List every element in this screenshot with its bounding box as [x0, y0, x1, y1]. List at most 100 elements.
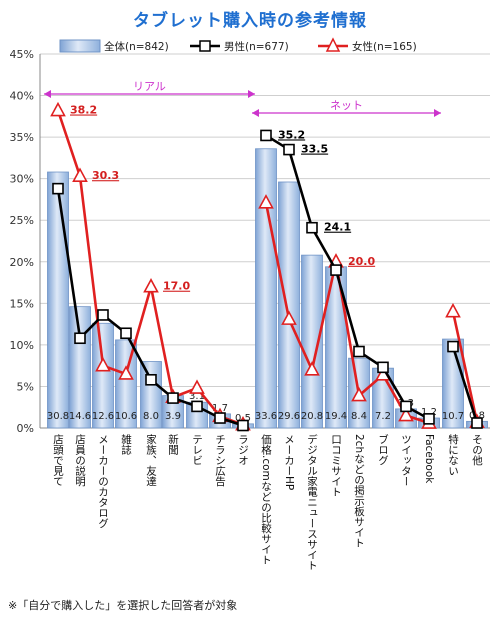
female-point — [258, 194, 274, 209]
bar — [278, 181, 300, 429]
footnote: ※「自分で購入した」を選択した回答者が対象 — [8, 599, 238, 612]
x-category-label: 雑誌 — [120, 433, 132, 456]
bar-value-label: 30.8 — [47, 411, 69, 422]
bar-value-label: 1.2 — [421, 407, 437, 418]
legend-marker-male — [199, 40, 211, 52]
y-tick-label: 15% — [10, 297, 34, 310]
legend-marker-female — [325, 37, 341, 52]
male-point — [167, 392, 179, 404]
group-bracket-arrow — [252, 109, 259, 117]
female-point — [143, 278, 159, 293]
male-point — [260, 129, 272, 142]
y-tick-label: 40% — [10, 90, 34, 103]
group-label: ネット — [330, 99, 363, 112]
male-point — [330, 264, 342, 276]
female-point — [189, 379, 205, 394]
bar-value-label: 7.2 — [375, 411, 391, 422]
bar — [115, 339, 137, 429]
x-category-label: 店頭で見て — [52, 433, 64, 486]
y-tick-label: 45% — [10, 48, 34, 61]
x-category-label: テレビ — [191, 434, 203, 466]
bar-value-label: 19.4 — [325, 411, 347, 422]
male-callout-label: 35.2 — [278, 128, 305, 141]
y-tick-label: 5% — [17, 380, 34, 393]
male-point — [214, 412, 226, 424]
bar-value-label: 14.6 — [69, 411, 91, 422]
female-callout-label: 38.2 — [70, 104, 97, 117]
y-tick-label: 20% — [10, 256, 34, 269]
female-point — [50, 101, 66, 117]
bar — [47, 171, 69, 429]
group-bracket-arrow — [434, 109, 441, 117]
male-point — [400, 400, 412, 413]
legend-label: 全体(n=842) — [104, 40, 169, 53]
male-point — [423, 413, 435, 425]
female-callout-label: 20.0 — [348, 255, 375, 268]
male-point — [353, 345, 365, 358]
bar-value-label: 10.6 — [115, 411, 137, 422]
male-point — [191, 400, 203, 413]
y-tick-label: 25% — [10, 214, 34, 227]
male-callout-label: 24.1 — [324, 221, 351, 234]
x-category-label: 2chなどの掲示板サイト — [353, 434, 365, 548]
x-category-label: Facebook — [423, 434, 435, 484]
y-tick-label: 10% — [10, 339, 34, 352]
x-category-label: 特にない — [447, 434, 459, 476]
bar-value-label: 12.6 — [92, 411, 114, 422]
bar-value-label: 29.6 — [278, 411, 300, 422]
male-callout-label: 33.5 — [301, 143, 328, 156]
legend-label: 男性(n=677) — [224, 40, 289, 53]
male-point — [283, 143, 295, 156]
legend-swatch-bar — [59, 39, 101, 53]
male-point — [120, 327, 132, 340]
x-category-label: チラシ広告 — [214, 434, 226, 487]
male-point — [97, 309, 109, 321]
bar-value-label: 33.6 — [255, 411, 277, 422]
female-callout-label: 17.0 — [163, 280, 190, 293]
female-callout-label: 30.3 — [92, 169, 119, 182]
male-point — [377, 361, 389, 374]
male-line — [451, 346, 479, 424]
bar — [69, 306, 91, 429]
x-category-label: 店員の説明 — [74, 433, 86, 487]
x-category-label: デジタル家電ニュースサイト — [306, 433, 318, 570]
y-tick-label: 0% — [17, 422, 34, 435]
male-point — [74, 332, 86, 345]
x-category-label: その他 — [471, 434, 483, 466]
x-category-label: ラジオ — [237, 434, 249, 466]
female-point — [304, 361, 320, 376]
bar-value-label: 3.1 — [189, 391, 205, 402]
chart-title: タブレット購入時の参考情報 — [133, 11, 367, 31]
x-category-label: メーカーのカタログ — [97, 434, 109, 529]
group-label: リアル — [133, 80, 166, 93]
female-point — [281, 310, 297, 325]
male-point — [447, 340, 459, 353]
y-tick-label: 35% — [10, 131, 34, 144]
female-line — [451, 311, 479, 423]
female-point — [72, 167, 88, 182]
bar — [92, 322, 114, 429]
bar — [255, 148, 277, 429]
female-point — [95, 356, 111, 372]
x-category-label: ツイッター — [400, 434, 412, 487]
x-category-label: 家族、友達 — [145, 433, 157, 486]
group-bracket-arrow — [248, 90, 255, 98]
male-point — [471, 417, 483, 429]
bar-value-label: 8.4 — [351, 411, 367, 422]
female-point — [445, 302, 461, 318]
x-category-label: メーカーHP — [283, 434, 295, 490]
y-tick-label: 30% — [10, 173, 34, 186]
bar-value-label: 3.9 — [165, 411, 181, 422]
female-point — [351, 386, 367, 402]
female-point — [118, 365, 134, 380]
male-point — [52, 182, 64, 195]
x-category-label: 口コミサイト — [330, 434, 342, 497]
bar — [301, 254, 323, 429]
male-point — [306, 221, 318, 234]
group-bracket-arrow — [44, 90, 51, 98]
bar-value-label: 8.0 — [143, 411, 159, 422]
male-point — [145, 373, 157, 386]
male-point — [237, 419, 249, 432]
x-category-label: 新聞 — [167, 433, 179, 456]
female-point — [398, 406, 414, 422]
